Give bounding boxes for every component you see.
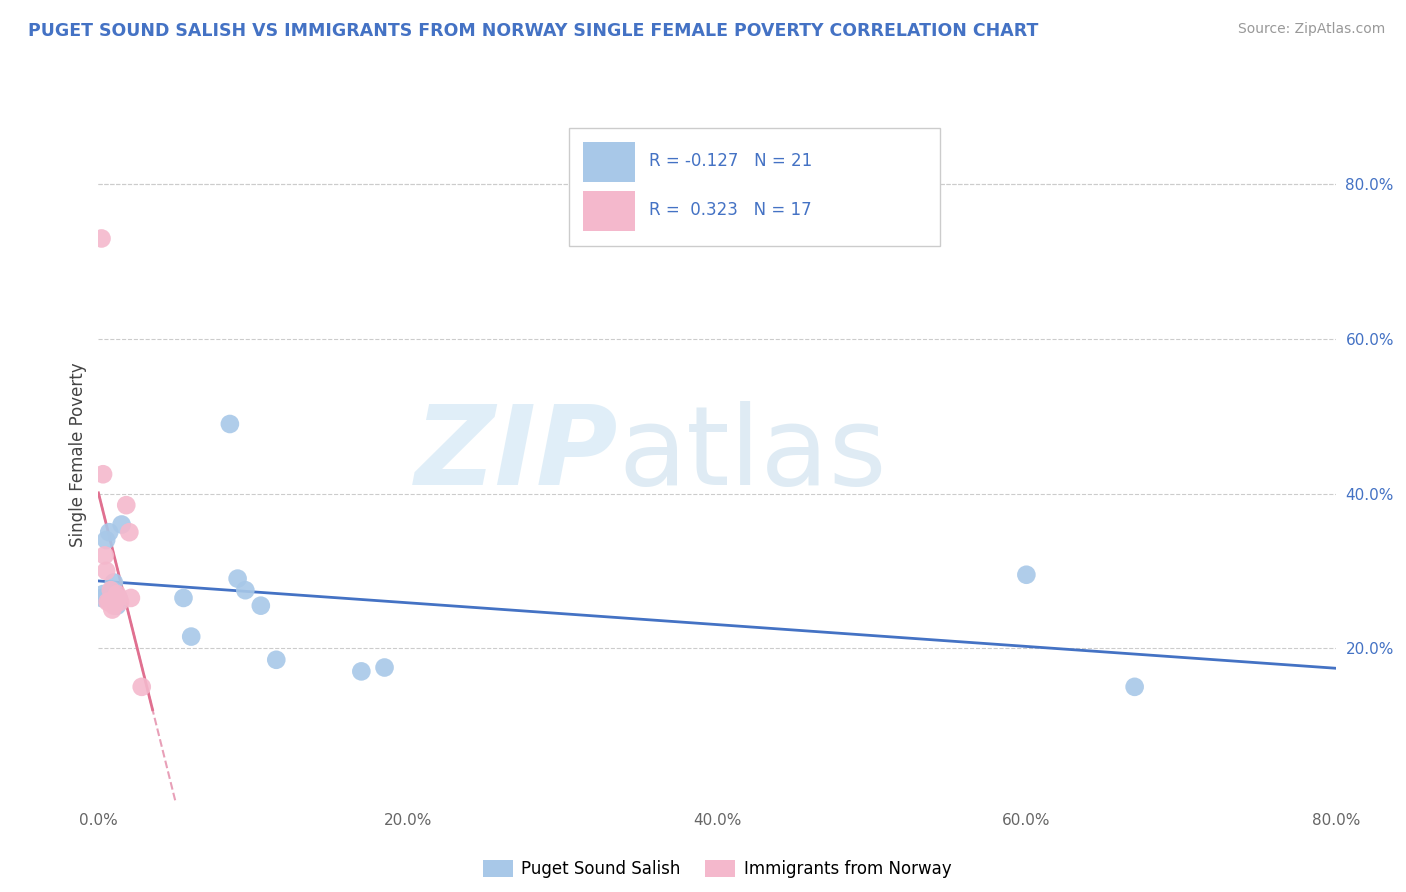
Point <box>107 591 129 605</box>
Point <box>350 665 373 679</box>
Point <box>96 533 118 547</box>
Bar <box>583 142 636 182</box>
Bar <box>583 191 636 231</box>
Point <box>131 680 153 694</box>
Point <box>96 564 118 578</box>
Point <box>374 660 396 674</box>
Point <box>107 591 129 605</box>
Text: R = -0.127   N = 21: R = -0.127 N = 21 <box>650 153 813 170</box>
Point <box>250 599 273 613</box>
Point <box>105 587 128 601</box>
Point <box>90 231 112 245</box>
Point <box>226 572 249 586</box>
Point <box>105 599 128 613</box>
Point <box>103 599 125 613</box>
Text: Source: ZipAtlas.com: Source: ZipAtlas.com <box>1237 22 1385 37</box>
Point <box>101 583 124 598</box>
Point <box>97 595 120 609</box>
Point <box>1123 680 1146 694</box>
Text: R =  0.323   N = 17: R = 0.323 N = 17 <box>650 201 811 219</box>
Point <box>104 591 127 605</box>
Text: PUGET SOUND SALISH VS IMMIGRANTS FROM NORWAY SINGLE FEMALE POVERTY CORRELATION C: PUGET SOUND SALISH VS IMMIGRANTS FROM NO… <box>28 22 1039 40</box>
Point <box>90 591 112 605</box>
Point <box>115 498 138 512</box>
Point <box>111 517 134 532</box>
Point <box>93 549 115 563</box>
Point <box>120 591 142 605</box>
Legend: Puget Sound Salish, Immigrants from Norway: Puget Sound Salish, Immigrants from Norw… <box>477 854 957 885</box>
Point <box>91 467 114 482</box>
Point <box>108 595 131 609</box>
Text: ZIP: ZIP <box>415 401 619 508</box>
FancyBboxPatch shape <box>568 128 939 246</box>
Point <box>98 595 121 609</box>
Y-axis label: Single Female Poverty: Single Female Poverty <box>69 363 87 547</box>
Point <box>235 583 257 598</box>
Point <box>118 525 141 540</box>
Point <box>98 525 121 540</box>
Text: atlas: atlas <box>619 401 887 508</box>
Point <box>100 583 122 598</box>
Point <box>173 591 195 605</box>
Point <box>219 417 242 431</box>
Point <box>91 587 114 601</box>
Point <box>100 587 122 601</box>
Point <box>1015 567 1038 582</box>
Point <box>266 653 288 667</box>
Point <box>103 575 125 590</box>
Point <box>101 602 124 616</box>
Point <box>180 630 202 644</box>
